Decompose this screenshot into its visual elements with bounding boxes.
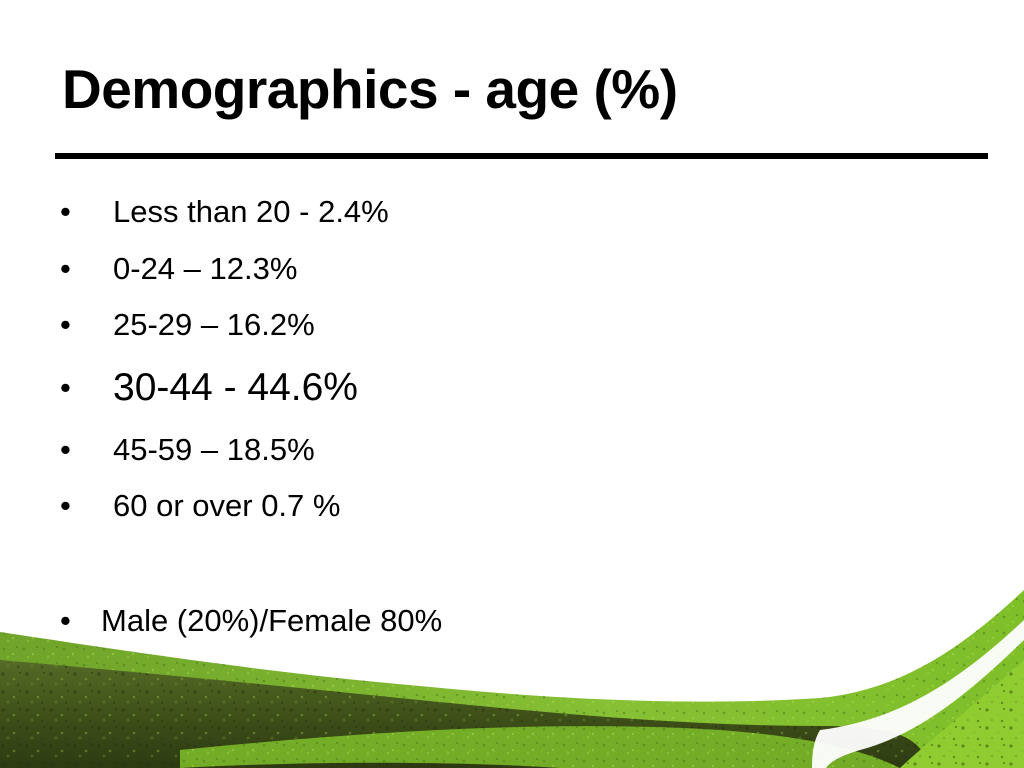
bullet-text: 0-24 – 12.3% xyxy=(113,251,298,286)
bullet-dot-icon: • xyxy=(60,432,71,467)
bullet-text: 30-44 - 44.6% xyxy=(113,366,358,409)
bullet-text: 45-59 – 18.5% xyxy=(113,432,315,467)
bullet-dot-icon: • xyxy=(60,194,71,229)
bullet-dot-icon: • xyxy=(60,488,71,523)
bullet-text: Less than 20 - 2.4% xyxy=(113,194,389,229)
grass-landscape-image xyxy=(0,590,1024,768)
bullet-text: 25-29 – 16.2% xyxy=(113,307,315,342)
bullet-text: 60 or over 0.7 % xyxy=(113,488,341,523)
bullet-text: Male (20%)/Female 80% xyxy=(101,603,443,638)
bullet-dot-icon: • xyxy=(60,307,71,342)
bullet-dot-icon: • xyxy=(60,603,71,638)
bullet-dot-icon: • xyxy=(60,251,71,286)
title-divider xyxy=(55,153,988,159)
slide-title: Demographics - age (%) xyxy=(62,58,678,120)
bullet-dot-icon: • xyxy=(60,370,71,405)
